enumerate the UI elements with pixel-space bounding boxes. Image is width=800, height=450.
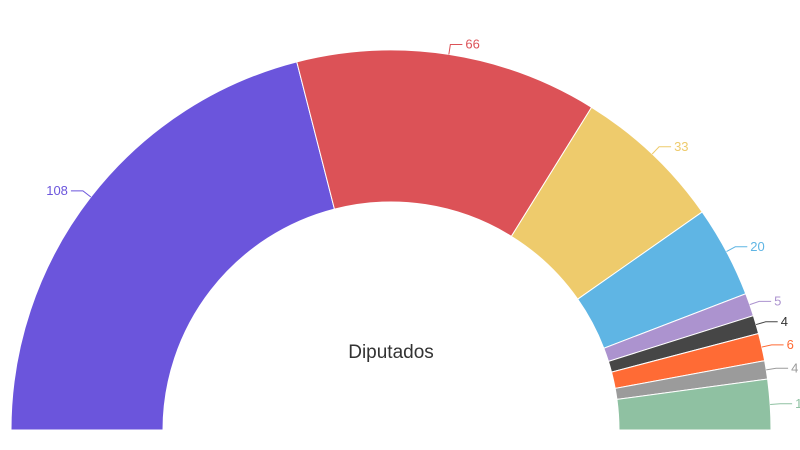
slice-label-5: 4 [781, 314, 788, 329]
slice-label-0: 108 [46, 183, 68, 198]
leader-line-7 [766, 367, 789, 371]
leader-line-3 [726, 246, 748, 252]
slice-label-6: 6 [787, 337, 794, 352]
slice-labels-group: 108663320546411 [46, 37, 800, 411]
leader-line-1 [448, 44, 463, 55]
slice-label-1: 66 [465, 37, 479, 52]
center-title: Diputados [348, 342, 434, 363]
leader-lines-group [70, 44, 793, 405]
slice-label-3: 20 [750, 239, 764, 254]
slice-label-4: 5 [774, 293, 781, 308]
slices-group [10, 49, 772, 431]
leader-line-2 [651, 146, 672, 155]
leader-line-4 [749, 300, 772, 306]
slice-label-7: 4 [791, 360, 798, 375]
leader-line-8 [770, 403, 793, 405]
slice-8 [616, 378, 772, 431]
slice-label-2: 33 [674, 139, 688, 154]
leader-line-5 [755, 321, 778, 326]
leader-line-6 [761, 344, 784, 348]
slice-label-8: 11 [795, 396, 800, 411]
leader-line-0 [70, 190, 92, 198]
slice-0 [10, 61, 336, 431]
